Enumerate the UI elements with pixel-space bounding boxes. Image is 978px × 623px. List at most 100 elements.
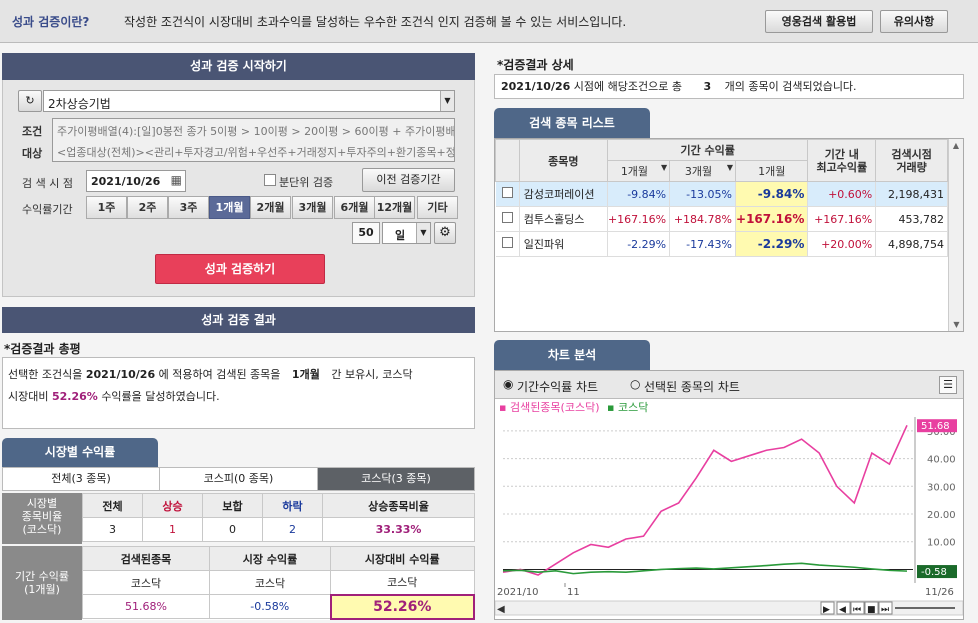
period-6[interactable]: 6개월 — [334, 196, 375, 219]
refresh-icon[interactable]: ↻ — [18, 90, 42, 112]
ret-max: +0.60% — [807, 181, 877, 207]
sub-col-2[interactable]: 3개월 ▼ — [669, 160, 737, 182]
radio-period-chart[interactable]: ◉ — [503, 377, 514, 391]
row-checkbox[interactable] — [495, 206, 520, 232]
ratio-table: 전체 상승 보합 하락 상승종목비율 3 1 0 2 33.33% — [82, 493, 475, 542]
nav-button — [850, 601, 865, 615]
ret-3m: +184.78% — [669, 206, 737, 232]
row-checkbox[interactable] — [495, 231, 520, 257]
tab-kospi[interactable]: 코스피(0 종목) — [160, 468, 318, 490]
summary-title: *검증결과 총평 — [4, 342, 81, 356]
col-market-return: 시장 수익률 — [209, 546, 331, 571]
val-total: 3 — [82, 517, 143, 542]
val-up-ratio: 33.33% — [322, 517, 475, 542]
market-tabs: 전체(3 종목) 코스피(0 종목) 코스닥(3 종목) — [2, 467, 475, 491]
top-bar: 성과 검증이란? 작성한 조건식이 시장대비 초과수익를 달성하는 우수한 조건… — [0, 0, 978, 43]
series-line-0 — [502, 424, 908, 576]
ret-max: +20.00% — [807, 231, 877, 257]
tab-kosdaq[interactable]: 코스닥(3 종목) — [318, 468, 474, 490]
chevron-down-icon[interactable]: ▼ — [726, 163, 734, 172]
stock-name[interactable]: 컴투스홀딩스 — [519, 206, 608, 232]
x-tick: 11/26 — [925, 587, 954, 598]
period-0[interactable]: 1주 — [86, 196, 127, 219]
summary-text-3: 간 보유시, 코스닥 — [331, 368, 413, 381]
period-4[interactable]: 2개월 — [250, 196, 291, 219]
col-down: 하락 — [262, 493, 323, 518]
table-row[interactable]: 컴투스홀딩스 +167.16% +184.78% +167.16% +167.16% 45… — [495, 206, 948, 232]
gear-icon[interactable]: ⚙ — [434, 222, 456, 244]
chevron-down-icon[interactable]: ▼ — [660, 163, 668, 172]
ret-1m: -9.84% — [607, 181, 671, 207]
y-tick: 30.00 — [927, 482, 956, 493]
list-scrollbar[interactable]: ▲ ▼ — [948, 139, 963, 331]
stock-name[interactable]: 감성코퍼레이션 — [519, 181, 608, 207]
period-1[interactable]: 2주 — [127, 196, 168, 219]
nav-icon: ⏭ — [881, 605, 889, 615]
tab-all[interactable]: 전체(3 종목) — [3, 468, 160, 490]
nav-button — [878, 601, 893, 615]
y-tick: 20.00 — [927, 510, 956, 521]
volume: 2,198,431 — [875, 181, 948, 207]
run-verify-button[interactable]: 성과 검증하기 — [155, 254, 325, 284]
ret-1m: -2.29% — [607, 231, 671, 257]
val-up: 1 — [142, 517, 203, 542]
detail-text-2: 개의 종목이 검색되었습니다. — [724, 80, 857, 93]
target-label: 대상 — [22, 147, 43, 160]
unit-select[interactable]: 일 ▼ — [382, 222, 431, 244]
calendar-icon[interactable]: ▦ — [170, 173, 182, 187]
ret-searched: 51.68% — [82, 594, 210, 619]
period-2[interactable]: 3주 — [168, 196, 209, 219]
usage-guide-button[interactable]: 영웅검색 활용법 — [765, 10, 873, 33]
detail-box: 2021/10/26 시점에 해당조건으로 총 3 개의 종목이 검색되었습니다… — [494, 74, 964, 99]
val-flat: 0 — [202, 517, 263, 542]
return-table: 검색된종목 시장 수익률 시장대비 수익률 코스닥 코스닥 코스닥 51.68%… — [82, 546, 475, 620]
minute-checkbox[interactable] — [264, 174, 276, 186]
detail-count: 3 — [703, 80, 712, 93]
volume: 453,782 — [875, 206, 948, 232]
row-checkbox[interactable] — [495, 181, 520, 207]
condition-text: 주가이평배열(4):[일]0봉전 종가 5이평 > 10이평 > 20이평 > … — [52, 118, 455, 162]
table-row[interactable]: 일진파워 -2.29% -17.43% -2.29% +20.00% 4,898,754 — [495, 231, 948, 257]
date-field[interactable]: 2021/10/26 ▦ — [86, 170, 186, 192]
period-8[interactable]: 기타 — [417, 196, 458, 219]
list-icon[interactable]: ☰ — [939, 376, 957, 394]
chart-toolbar: ◉ 기간수익률 차트 ○ 선택된 종목의 차트 ☰ — [495, 371, 963, 399]
summary-pct: 52.26% — [51, 390, 98, 403]
nav-icon: ⏮ — [853, 605, 861, 615]
condition-line-2: <업종대상(전체)><관리+투자경고/위험+우선주+거래정지+투자주의+환기종목… — [57, 146, 455, 159]
col-flat: 보합 — [202, 493, 263, 518]
period-5[interactable]: 3개월 — [292, 196, 333, 219]
chart-panel: ◉ 기간수익률 차트 ○ 선택된 종목의 차트 ☰ ▪ 검색된종목(코스닥) ▪ … — [494, 370, 964, 620]
chart-header: 차트 분석 — [494, 340, 650, 370]
series-line-1 — [502, 562, 908, 575]
radio-period-label: 기간수익률 차트 — [517, 380, 599, 394]
detail-date: 2021/10/26 — [501, 80, 571, 93]
stock-name[interactable]: 일진파워 — [519, 231, 608, 257]
days-field[interactable]: 50 — [352, 222, 380, 244]
chevron-down-icon[interactable]: ▼ — [416, 223, 430, 243]
y-tick: 40.00 — [927, 455, 956, 466]
service-title: 성과 검증이란? — [12, 15, 90, 29]
market-header: 시장별 수익률 — [2, 438, 158, 467]
ret-max: +167.16% — [807, 206, 877, 232]
chevron-down-icon[interactable]: ▼ — [440, 91, 454, 111]
summary-box: 선택한 조건식을 2021/10/26 에 적용하여 검색된 종목을 1개월 간… — [2, 357, 475, 429]
result-header: 성과 검증 결과 — [2, 307, 475, 333]
sub-col-3: 1개월 — [735, 160, 809, 182]
condition-name: 2차상승기법 — [48, 97, 111, 111]
condition-select[interactable]: 2차상승기법 ▼ — [43, 90, 455, 112]
prev-period-button[interactable]: 이전 검증기간 — [362, 168, 455, 192]
col-volume: 검색시점 거래량 — [875, 139, 948, 182]
sub-col-1[interactable]: 1개월 ▼ — [606, 160, 671, 182]
last-value-searched: 51.68 — [921, 421, 950, 432]
val-down: 2 — [262, 517, 323, 542]
period-7[interactable]: 12개월 — [374, 196, 415, 219]
col-period: 기간 수익률 — [606, 139, 809, 161]
table-row[interactable]: 감성코퍼레이션 -9.84% -13.05% -9.84% +0.60% 2,198,43… — [495, 181, 948, 207]
period-3[interactable]: 1개월 — [209, 196, 250, 219]
notice-button[interactable]: 유의사항 — [880, 10, 948, 33]
nav-button — [864, 601, 879, 615]
radio-stock-chart[interactable]: ○ — [630, 377, 641, 391]
y-tick: 50.00 — [927, 427, 956, 438]
x-tick: 2021/10 — [497, 587, 539, 598]
